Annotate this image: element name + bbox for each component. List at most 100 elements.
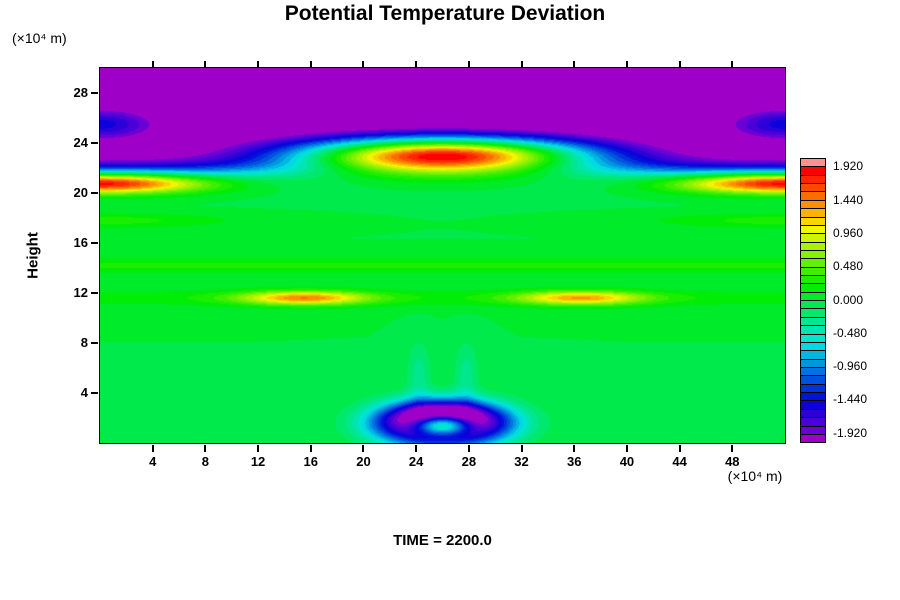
x-tick-mark [204, 445, 207, 452]
colorbar-tick-label: 0.000 [833, 292, 864, 307]
x-tick-mark [467, 445, 470, 452]
colorbar-cell [801, 258, 825, 267]
x-tick-mark-top [151, 61, 154, 67]
colorbar [800, 158, 826, 443]
x-tick-mark [731, 445, 734, 452]
colorbar-cell [801, 208, 825, 217]
y-tick-mark [91, 192, 98, 194]
y-tick-label: 4 [80, 385, 88, 400]
x-tick-mark [151, 445, 154, 452]
x-tick-mark-top [362, 61, 365, 67]
x-tick-label: 12 [250, 454, 266, 469]
colorbar-cell [801, 233, 825, 242]
colorbar-cell [801, 291, 825, 301]
colorbar-tick-label: 0.960 [833, 225, 864, 240]
y-tick-label: 24 [73, 135, 88, 150]
plot-area [99, 67, 786, 444]
y-tick-mark [91, 92, 98, 94]
x-tick-mark [362, 445, 365, 452]
x-tick-mark-top [625, 61, 628, 67]
colorbar-cell [801, 392, 825, 401]
x-tick-mark-top [415, 61, 418, 67]
colorbar-cell [801, 358, 825, 367]
colorbar-cell [801, 224, 825, 234]
x-tick-mark [415, 445, 418, 452]
colorbar-tick-label: 1.920 [833, 159, 864, 174]
y-tick-mark [91, 392, 98, 394]
colorbar-cell [801, 275, 825, 284]
colorbar-cell [801, 300, 825, 309]
y-tick-label: 16 [73, 235, 88, 250]
y-axis-label: Height [24, 232, 42, 279]
colorbar-cell [801, 425, 825, 434]
y-tick-label: 20 [73, 185, 88, 200]
x-tick-mark-top [731, 61, 734, 67]
x-tick-mark-top [520, 61, 523, 67]
x-tick-mark [573, 445, 576, 452]
x-tick-mark [309, 445, 312, 452]
x-tick-mark-top [309, 61, 312, 67]
y-tick-mark [91, 242, 98, 244]
colorbar-cell [801, 366, 825, 376]
x-tick-label: 32 [514, 454, 529, 469]
x-tick-mark [520, 445, 523, 452]
colorbar-cell [801, 249, 825, 259]
colorbar-cell [801, 241, 825, 250]
x-tick-label: 44 [672, 454, 687, 469]
x-tick-label: 28 [461, 454, 477, 469]
colorbar-cell [801, 325, 825, 334]
y-tick-mark [91, 292, 98, 294]
colorbar-tick-label: 1.440 [833, 192, 864, 207]
y-tick-label: 8 [80, 335, 88, 350]
x-tick-mark [257, 445, 260, 452]
colorbar-cell [801, 375, 825, 384]
y-tick-label: 12 [73, 285, 88, 300]
x-tick-mark-top [573, 61, 576, 67]
colorbar-cell [801, 266, 825, 276]
colorbar-cell [801, 283, 825, 292]
x-axis-unit-label: (×10⁴ m) [727, 468, 783, 484]
colorbar-cell [801, 191, 825, 200]
y-axis-unit-label: (×10⁴ m) [12, 30, 67, 46]
colorbar-cell [801, 350, 825, 359]
time-label: TIME = 2200.0 [393, 532, 492, 549]
colorbar-cell [801, 308, 825, 317]
x-tick-mark-top [467, 61, 470, 67]
contour-plot-canvas [100, 68, 785, 443]
colorbar-cell [801, 383, 825, 393]
x-tick-label: 8 [201, 454, 209, 469]
colorbar-cell [801, 159, 825, 167]
x-tick-mark-top [257, 61, 260, 67]
colorbar-cell [801, 174, 825, 184]
x-tick-label: 16 [303, 454, 318, 469]
x-tick-mark [625, 445, 628, 452]
y-tick-mark [91, 142, 98, 144]
colorbar-cell [801, 417, 825, 426]
colorbar-cell [801, 166, 825, 175]
colorbar-cell [801, 216, 825, 225]
x-tick-label: 36 [566, 454, 582, 469]
x-tick-label: 48 [725, 454, 740, 469]
y-tick-mark [91, 342, 98, 344]
x-tick-label: 20 [356, 454, 371, 469]
x-tick-label: 40 [619, 454, 635, 469]
x-tick-label: 24 [408, 454, 424, 469]
colorbar-tick-label: 0.480 [833, 259, 864, 274]
colorbar-cell [801, 183, 825, 192]
colorbar-cell [801, 433, 825, 443]
colorbar-cell [801, 333, 825, 342]
chart-title: Potential Temperature Deviation [284, 2, 606, 25]
colorbar-tick-label: -1.440 [833, 392, 868, 407]
colorbar-cell [801, 400, 825, 409]
colorbar-cell [801, 199, 825, 209]
colorbar-tick-label: -0.480 [833, 325, 868, 340]
y-tick-label: 28 [73, 85, 88, 100]
colorbar-cell [801, 316, 825, 326]
colorbar-tick-label: -0.960 [833, 359, 868, 374]
colorbar-cell [801, 408, 825, 418]
colorbar-cell [801, 341, 825, 351]
x-tick-mark-top [204, 61, 207, 67]
x-tick-label: 4 [149, 454, 157, 469]
x-tick-mark-top [678, 61, 681, 67]
